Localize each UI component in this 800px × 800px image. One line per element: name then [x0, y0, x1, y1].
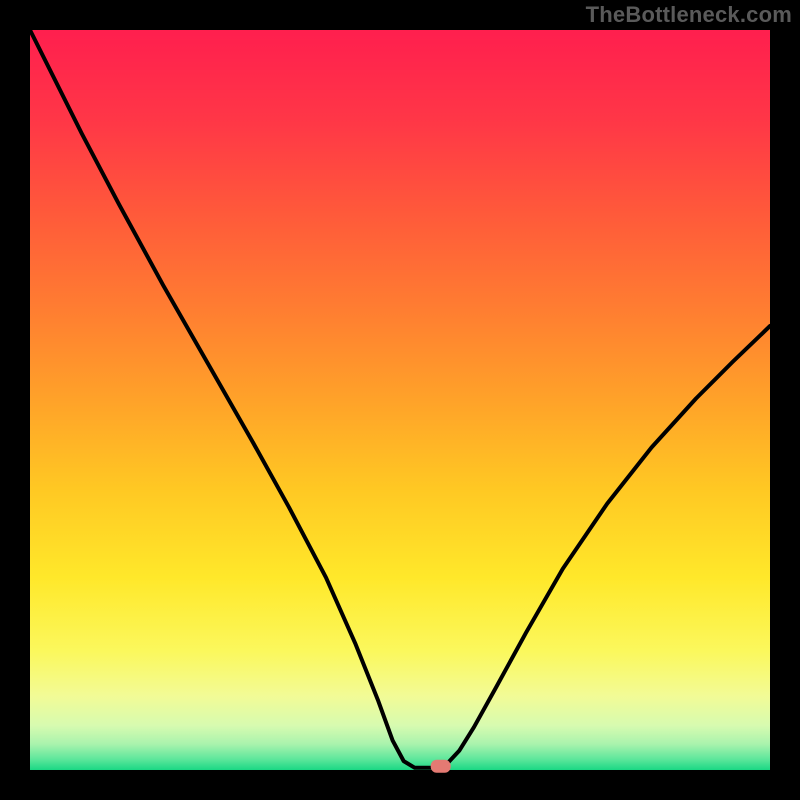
- plot-background: [30, 30, 770, 770]
- optimal-point-marker: [431, 760, 451, 773]
- chart-container: TheBottleneck.com: [0, 0, 800, 800]
- bottleneck-chart: [0, 0, 800, 800]
- watermark-text: TheBottleneck.com: [586, 2, 792, 28]
